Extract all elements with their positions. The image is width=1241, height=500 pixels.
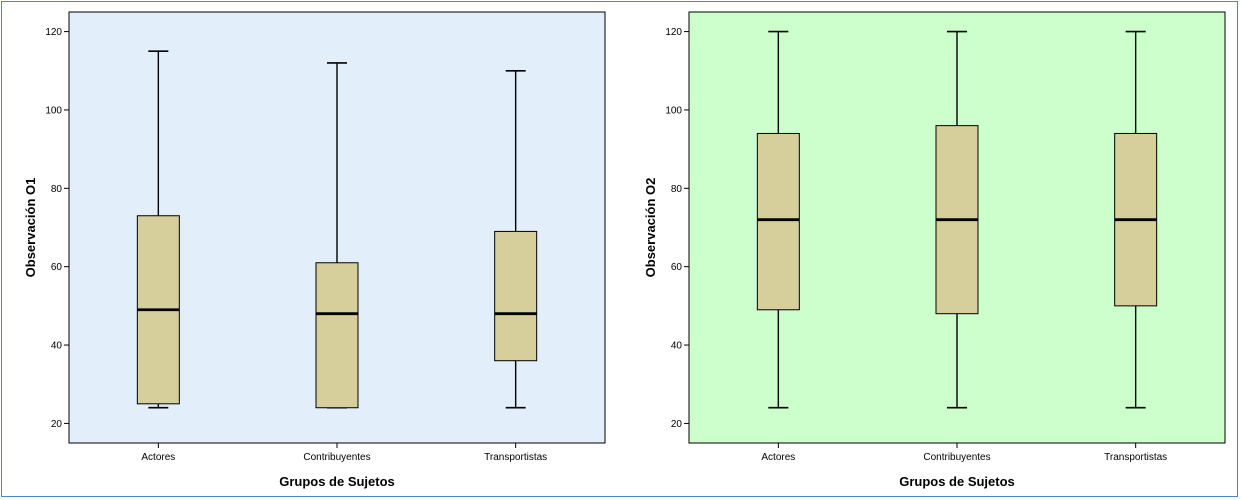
- boxplot-chart-o2: 20 40 60 80 100 120 Actores Contribuyentes Trans…: [643, 11, 1226, 489]
- y-tick-label: 40: [51, 341, 63, 352]
- boxplot-chart-o1: 20 40 60 80 100 120 Actores Contribuyentes Trans…: [23, 11, 606, 489]
- y-tick-label: 20: [671, 419, 683, 430]
- x-tick-label: Actores: [761, 452, 795, 463]
- x-tick-label: Transportistas: [484, 452, 547, 463]
- x-tick-label: Contribuyentes: [303, 452, 370, 463]
- x-axis-title: Grupos de Sujetos: [899, 474, 1015, 489]
- box-contribuyentes: [315, 262, 359, 409]
- y-tick-label: 40: [671, 341, 683, 352]
- y-tick-label: 60: [671, 262, 683, 273]
- box-actores: [756, 132, 800, 311]
- y-tick-label: 20: [51, 419, 63, 430]
- x-axis-title: Grupos de Sujetos: [279, 474, 395, 489]
- y-axis-title: Observación O2: [643, 178, 658, 278]
- x-tick-label: Contribuyentes: [923, 452, 990, 463]
- y-axis-title: Observación O1: [23, 178, 38, 278]
- y-tick-label: 120: [665, 27, 682, 38]
- y-tick-label: 100: [665, 105, 682, 116]
- x-tick-label: Actores: [141, 452, 175, 463]
- y-tick-label: 80: [51, 184, 63, 195]
- box-transportistas: [494, 230, 538, 362]
- y-tick-label: 80: [671, 184, 683, 195]
- x-tick-label: Transportistas: [1104, 452, 1167, 463]
- y-tick-label: 60: [51, 262, 63, 273]
- y-tick-label: 120: [45, 27, 62, 38]
- y-tick-label: 100: [45, 105, 62, 116]
